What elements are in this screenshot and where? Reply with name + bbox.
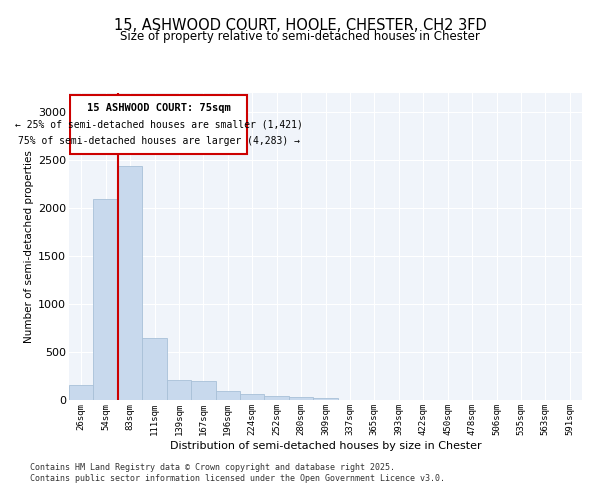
Text: Contains HM Land Registry data © Crown copyright and database right 2025.: Contains HM Land Registry data © Crown c… [30,462,395,471]
Bar [215,392,240,400]
Bar [167,380,191,400]
Y-axis label: Number of semi-detached properties: Number of semi-detached properties [24,150,34,342]
Bar [289,397,313,400]
Bar [69,384,94,400]
X-axis label: Distribution of semi-detached houses by size in Chester: Distribution of semi-detached houses by … [170,440,481,450]
Bar [313,398,338,400]
Text: 75% of semi-detached houses are larger (4,283) →: 75% of semi-detached houses are larger (… [18,136,300,146]
FancyBboxPatch shape [70,96,247,154]
Bar [240,394,265,400]
Bar [118,166,142,400]
Bar [142,338,167,400]
Bar [265,396,289,400]
Text: 15 ASHWOOD COURT: 75sqm: 15 ASHWOOD COURT: 75sqm [87,104,230,114]
Text: Contains public sector information licensed under the Open Government Licence v3: Contains public sector information licen… [30,474,445,483]
Bar [191,381,215,400]
Text: Size of property relative to semi-detached houses in Chester: Size of property relative to semi-detach… [120,30,480,43]
Text: 15, ASHWOOD COURT, HOOLE, CHESTER, CH2 3FD: 15, ASHWOOD COURT, HOOLE, CHESTER, CH2 3… [113,18,487,32]
Text: ← 25% of semi-detached houses are smaller (1,421): ← 25% of semi-detached houses are smalle… [15,120,303,130]
Bar [94,199,118,400]
